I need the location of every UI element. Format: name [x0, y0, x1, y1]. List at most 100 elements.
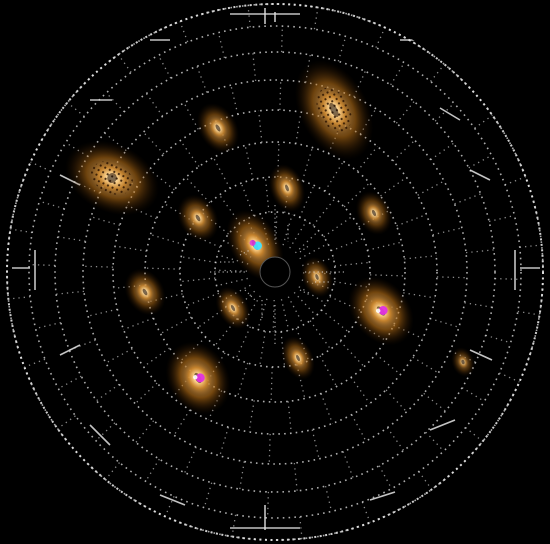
grid-spoke: [488, 214, 515, 223]
grid-spoke: [10, 228, 33, 234]
grid-spoke: [280, 26, 284, 53]
grid-spoke: [280, 331, 286, 367]
grid-spoke: [157, 55, 172, 79]
grid-spoke: [375, 27, 386, 48]
grid-spoke: [105, 92, 125, 113]
grid-spoke: [367, 241, 402, 251]
module-gap-bar: [369, 491, 396, 501]
grid-spoke: [465, 427, 484, 442]
grid-spoke: [375, 353, 401, 375]
grid-spoke: [319, 355, 338, 387]
grid-spoke: [330, 237, 365, 252]
grid-ring: [28, 25, 522, 519]
spot-center-mark: [195, 214, 201, 222]
grid-spoke: [244, 145, 254, 180]
grid-spoke: [30, 161, 51, 172]
grid-spoke: [504, 176, 526, 186]
hot-pixel-magenta: [249, 239, 256, 246]
grid-spoke: [143, 347, 170, 368]
grid-spoke: [24, 358, 46, 368]
grid-spoke: [323, 215, 353, 238]
grid-spoke: [259, 331, 267, 366]
grid-ring: [82, 79, 468, 465]
grid-spoke: [179, 336, 207, 362]
hot-pixel-magenta: [195, 373, 205, 383]
spot-bottom-center: [281, 336, 315, 380]
grid-spoke: [58, 375, 82, 390]
grid-spoke: [289, 220, 308, 249]
spot-right-bright: [348, 276, 414, 346]
grid-spoke: [35, 321, 62, 330]
grid-spoke: [494, 277, 521, 281]
module-gap-bar: [469, 169, 491, 181]
grid-spoke: [145, 458, 160, 482]
grid-spoke: [499, 372, 520, 383]
grid-spoke: [215, 269, 248, 272]
grid-spoke: [280, 299, 290, 331]
spot-center-mark: [215, 124, 221, 132]
grid-spoke: [321, 309, 350, 333]
grid-spoke: [309, 320, 332, 350]
grid-spoke: [418, 471, 433, 490]
grid-spoke: [65, 142, 89, 157]
grid-spoke: [378, 465, 393, 489]
spot-center-mark: [461, 359, 465, 365]
grid-spoke: [287, 401, 292, 434]
spot-upper-right-large: [294, 60, 374, 160]
grid-ring: [144, 141, 406, 403]
spot-center-mark: [107, 173, 117, 183]
grid-spoke: [66, 102, 85, 117]
hot-pixel-magenta: [378, 305, 388, 315]
spot-center-lower: [215, 286, 251, 330]
grid-spoke: [339, 340, 365, 368]
grid-spoke: [145, 267, 181, 270]
module-gap-bar: [159, 494, 186, 506]
grid-spoke: [312, 197, 336, 226]
grid-spoke: [206, 352, 226, 383]
grid-spoke: [264, 177, 270, 213]
module-gap-bar: [469, 349, 493, 361]
grid-spoke: [185, 176, 211, 204]
grid-spoke: [461, 387, 485, 402]
grid-spoke: [350, 377, 371, 404]
grid-spoke: [57, 415, 76, 430]
grid-spoke: [287, 296, 305, 326]
spot-center-mark: [285, 184, 289, 192]
spot-center-upper: [268, 164, 306, 212]
grid-ring: [54, 51, 496, 493]
hot-pixel-core: [193, 375, 198, 380]
grid-spoke: [39, 200, 65, 210]
grid-spoke: [266, 491, 270, 518]
grid-spoke: [148, 293, 183, 303]
grid-spoke: [299, 516, 303, 539]
grid-spoke: [324, 485, 333, 512]
grid-spoke: [337, 36, 347, 62]
spot-upper-left-large: [64, 140, 160, 216]
grid-spoke: [320, 393, 334, 424]
module-gap-bar: [59, 344, 81, 356]
center-grid-line: [239, 249, 251, 256]
spot-center-mark: [371, 209, 377, 217]
grid-spoke: [294, 230, 320, 254]
spot-center-right: [301, 256, 333, 298]
spot-center-mark: [329, 102, 339, 118]
spot-center-mark: [296, 354, 300, 362]
grid-spoke: [179, 21, 189, 43]
grid-spoke: [180, 277, 216, 283]
grid-spoke: [185, 292, 220, 307]
grid-spoke: [29, 263, 56, 267]
grid-spoke: [203, 482, 213, 508]
grid-spoke: [270, 366, 273, 402]
grid-spoke: [301, 147, 314, 182]
grid-spoke: [485, 334, 511, 344]
grid-spoke: [474, 114, 493, 129]
grid-spoke: [295, 327, 310, 362]
grid-ring: [112, 109, 438, 435]
grid-spoke: [324, 161, 344, 192]
spot-bottom-right-faint: [451, 347, 475, 377]
center-grid-line: [299, 289, 311, 296]
hot-pixel-cyan: [253, 241, 262, 250]
grid-spoke: [216, 277, 248, 287]
